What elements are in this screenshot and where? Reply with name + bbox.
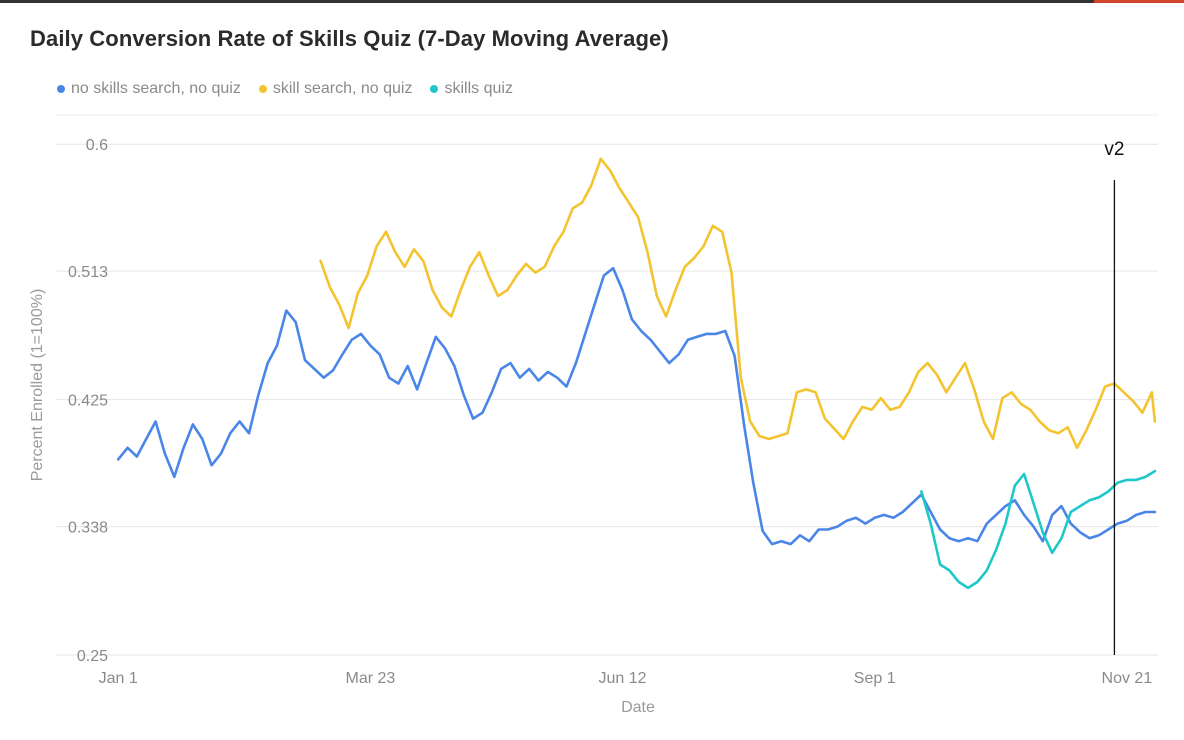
series-lines xyxy=(116,157,1157,590)
legend-item-skills-quiz[interactable]: skills quiz xyxy=(430,80,513,98)
chart-title: Daily Conversion Rate of Skills Quiz (7-… xyxy=(30,26,669,51)
series-line xyxy=(319,157,1157,450)
y-axis-ticks: 0.25 0.338 0.425 0.513 0.6 xyxy=(68,137,108,665)
x-tick-label: Jan 1 xyxy=(99,670,138,687)
legend-item-no-skills-search[interactable]: no skills search, no quiz xyxy=(57,80,241,98)
x-axis-ticks: Jan 1 Mar 23 Jun 12 Sep 1 Nov 21 xyxy=(99,670,1153,687)
x-tick-label: Sep 1 xyxy=(854,670,896,687)
chart-legend: no skills search, no quiz skill search, … xyxy=(57,80,513,98)
legend-dot-icon xyxy=(57,85,65,93)
legend-label: skills quiz xyxy=(444,80,513,97)
grid-lines xyxy=(56,114,1158,656)
annotations: v2 xyxy=(1104,139,1124,655)
series-line xyxy=(920,469,1157,590)
legend-label: skill search, no quiz xyxy=(272,80,413,97)
x-axis-label: Date xyxy=(621,699,655,716)
y-tick-label: 0.513 xyxy=(68,264,108,281)
legend-dot-icon xyxy=(430,85,439,93)
annotation-label: v2 xyxy=(1104,139,1124,160)
y-axis-label: Percent Enrolled (1=100%) xyxy=(29,289,46,482)
y-tick-label: 0.25 xyxy=(77,648,108,665)
y-tick-label: 0.6 xyxy=(86,137,108,154)
y-tick-label: 0.338 xyxy=(68,520,108,537)
y-tick-label: 0.425 xyxy=(68,393,108,410)
legend-label: no skills search, no quiz xyxy=(71,80,241,97)
legend-item-skill-search[interactable]: skill search, no quiz xyxy=(258,80,413,98)
x-tick-label: Mar 23 xyxy=(345,670,395,687)
legend-dot-icon xyxy=(258,85,267,93)
x-tick-label: Jun 12 xyxy=(599,670,647,687)
top-border xyxy=(0,0,1184,3)
top-border-accent xyxy=(1094,0,1184,3)
series-line xyxy=(116,266,1157,546)
x-tick-label: Nov 21 xyxy=(1102,670,1153,687)
